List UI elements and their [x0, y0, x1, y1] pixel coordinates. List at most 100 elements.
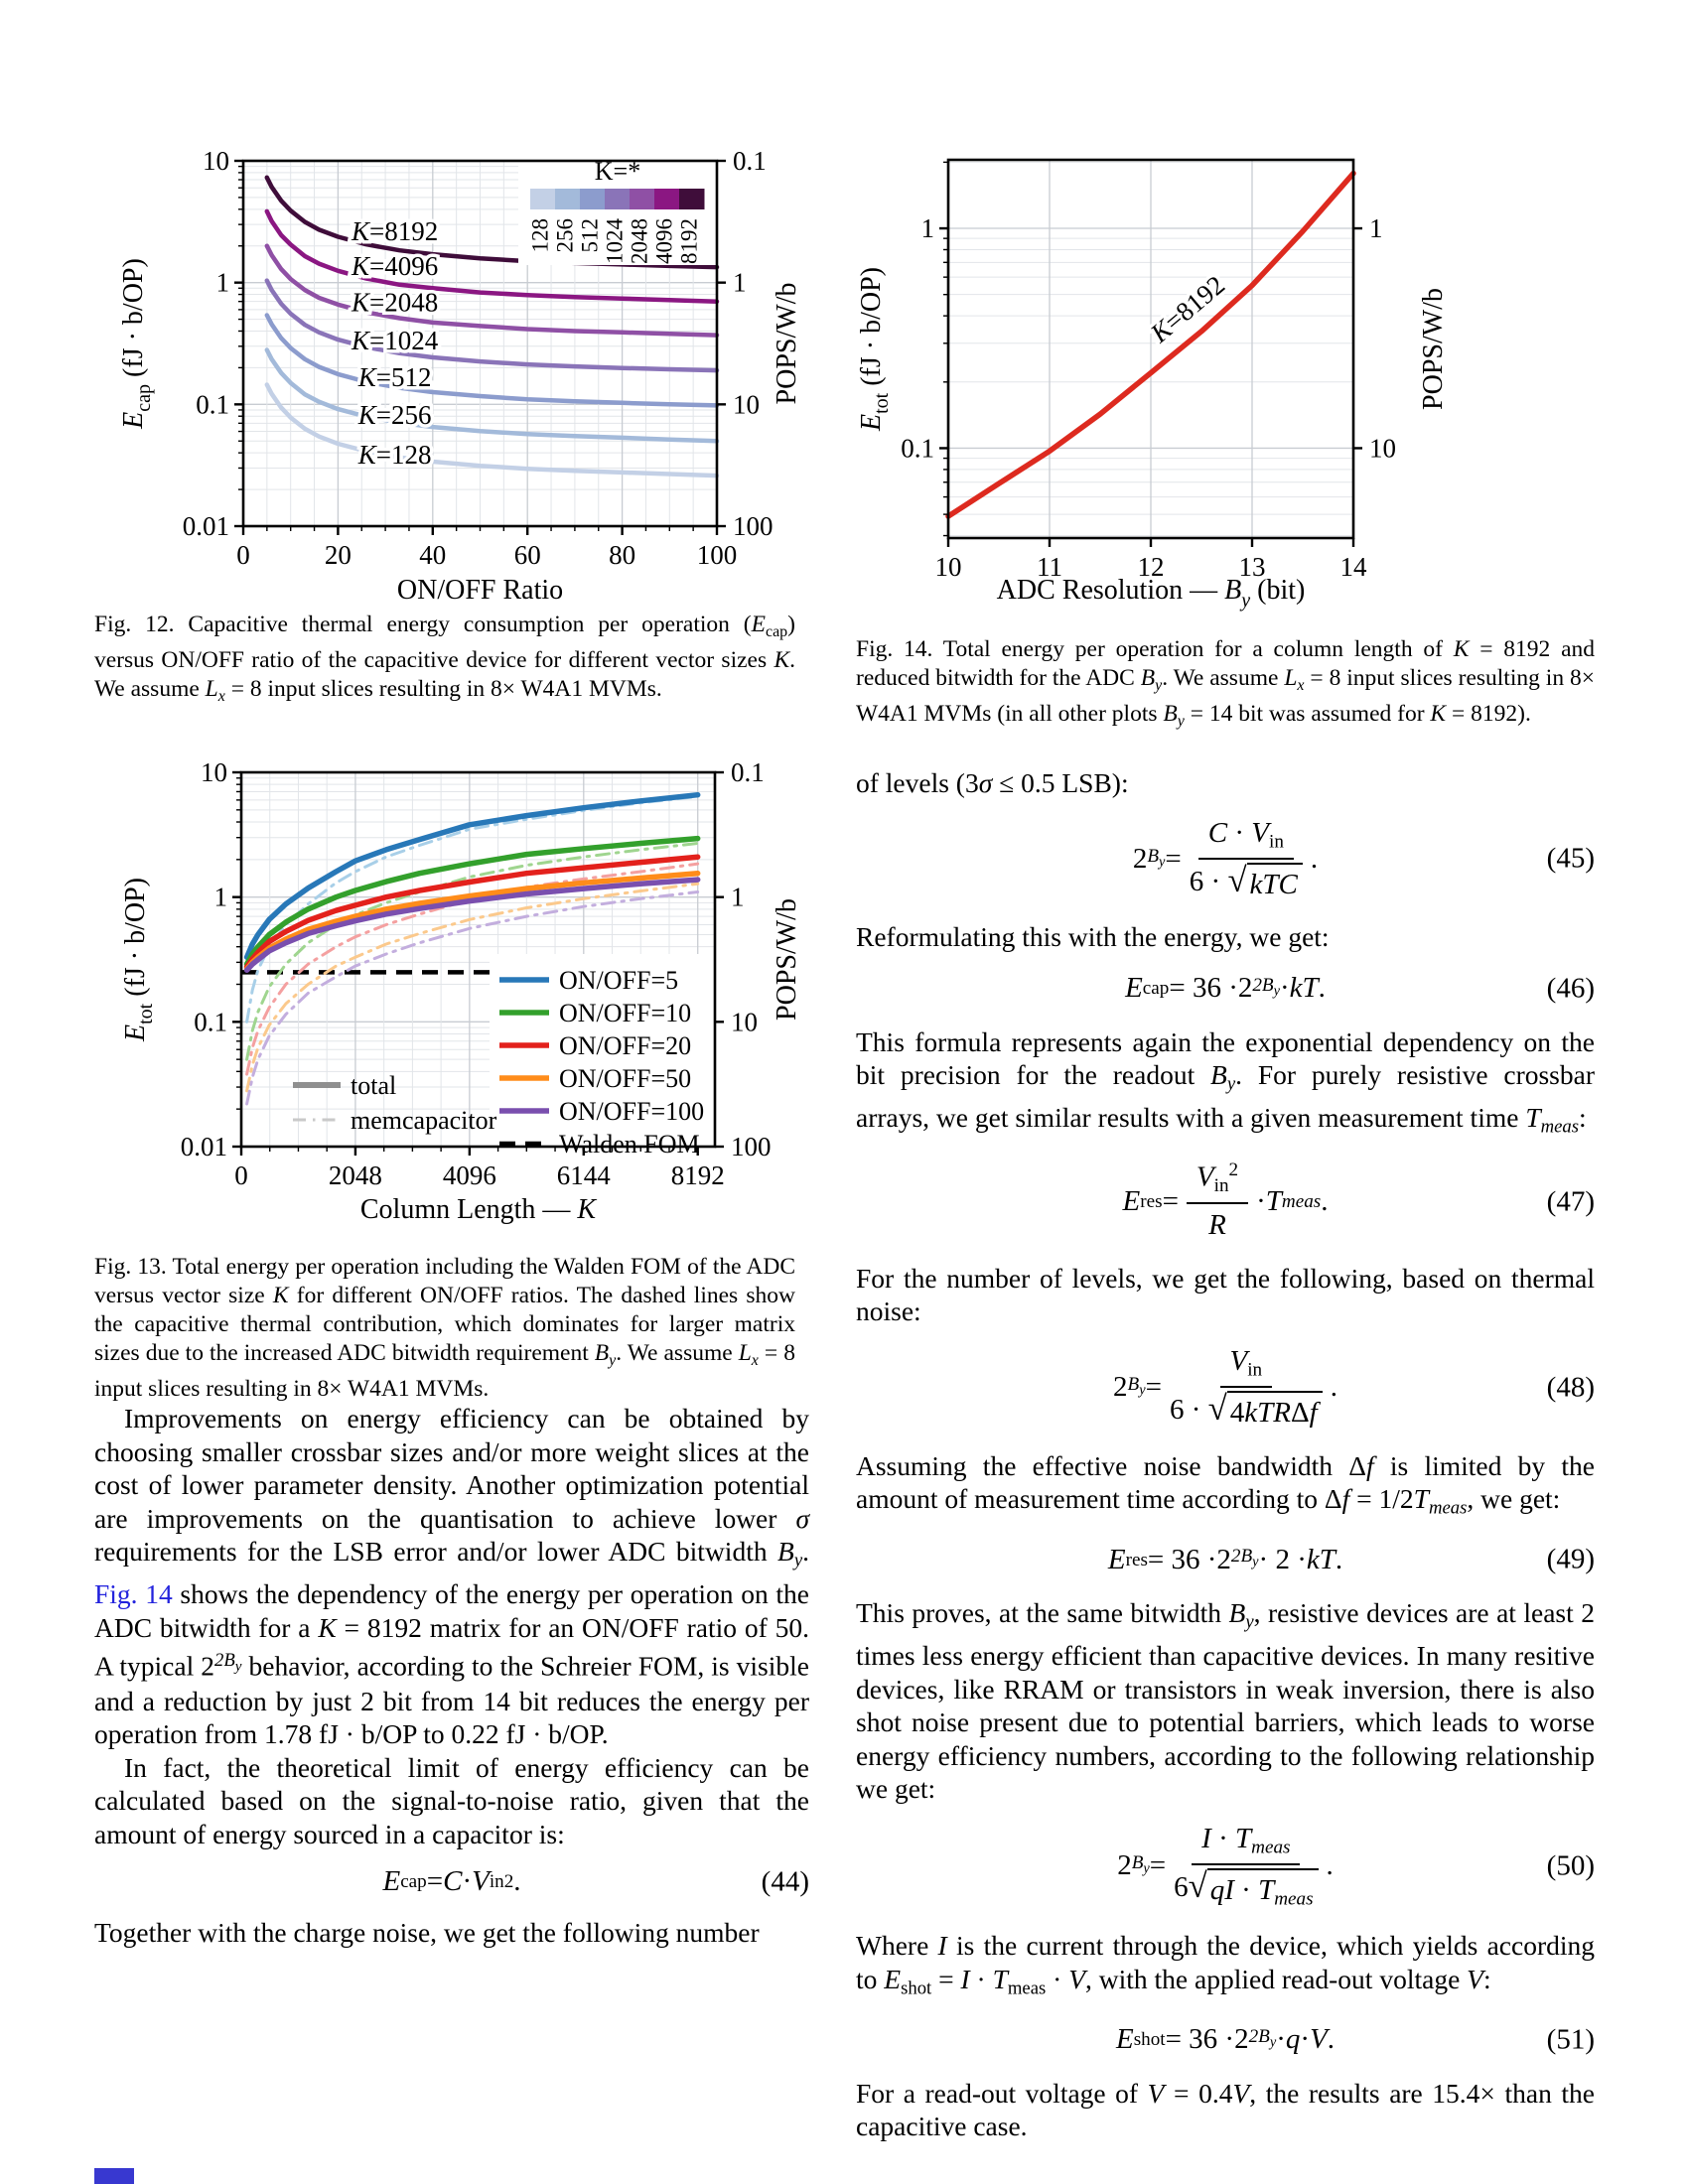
svg-text:4096: 4096: [652, 218, 677, 264]
svg-text:2048: 2048: [628, 218, 652, 264]
left-column: Improvements on energy efficiency can be…: [94, 1402, 809, 1949]
svg-text:0.1: 0.1: [731, 757, 765, 787]
svg-text:POPS/W/b: POPS/W/b: [772, 898, 802, 1021]
fig12-chart: K=*128 256 512 1024 2048 4096 8192K=8192K=4096…: [118, 146, 802, 606]
svg-text:10: 10: [201, 757, 227, 787]
svg-text:ON/OFF=5: ON/OFF=5: [559, 966, 678, 995]
right-column: of levels (3σ ≤ 0.5 LSB): 2 By = C · Vin …: [856, 766, 1595, 2143]
radical-sign: √: [1227, 860, 1247, 899]
equation-number: (46): [1546, 972, 1595, 1005]
equation-number: (45): [1546, 842, 1595, 875]
svg-text:total: total: [351, 1071, 396, 1100]
paragraph-readout-voltage: For a read-out voltage of V = 0.4V, the …: [856, 2077, 1595, 2142]
svg-text:0: 0: [236, 540, 250, 570]
svg-text:Etot (fJ · b/OP): Etot (fJ · b/OP): [120, 878, 157, 1042]
paragraph-for-number: For the number of levels, we get the fol…: [856, 1262, 1595, 1327]
svg-text:6144: 6144: [557, 1160, 612, 1190]
svg-text:POPS/W/b: POPS/W/b: [772, 283, 802, 405]
svg-text:1: 1: [733, 268, 747, 298]
svg-text:Etot (fJ · b/OP): Etot (fJ · b/OP): [856, 267, 893, 432]
svg-text:100: 100: [697, 540, 738, 570]
svg-text:Ecap (fJ · b/OP): Ecap (fJ · b/OP): [118, 258, 155, 430]
radical-sign: √: [1207, 1389, 1227, 1429]
svg-text:10: 10: [1369, 433, 1396, 463]
svg-text:14: 14: [1340, 552, 1368, 582]
paragraph-of-levels: of levels (3σ ≤ 0.5 LSB):: [856, 767, 1129, 798]
page-edge-link-mark: [94, 2168, 134, 2184]
svg-text:100: 100: [733, 511, 774, 541]
svg-text:POPS/W/b: POPS/W/b: [1418, 288, 1449, 410]
svg-text:memcapacitor: memcapacitor: [351, 1106, 497, 1135]
paragraph-this-formula: This formula represents again the expone…: [856, 1025, 1595, 1138]
svg-text:12: 12: [1138, 552, 1165, 582]
svg-text:512: 512: [578, 218, 603, 253]
equation-50: 2 By = I · Tmeas 6 √ qI · Tmeas . (50): [856, 1821, 1595, 1912]
svg-text:1: 1: [731, 883, 745, 912]
paragraph-where-current: Where I is the current through the devic…: [856, 1930, 1595, 1999]
svg-text:K=256: K=256: [357, 400, 432, 430]
paragraph-this-proves: This proves, at the same bitwidth By, re…: [856, 1597, 1595, 1805]
svg-text:K=1024: K=1024: [351, 326, 439, 355]
fig13-figure: ON/OFF=5 ON/OFF=10 ON/OFF=20 ON/OFF=50 ON/OF…: [84, 730, 824, 1286]
paragraph-reformulating: Reformulating this with the energy, we g…: [856, 921, 1330, 953]
svg-text:256: 256: [553, 218, 578, 253]
svg-text:1: 1: [921, 213, 935, 243]
svg-text:2048: 2048: [329, 1160, 382, 1190]
paragraph-assuming: Assuming the effective noise bandwidth Δ…: [856, 1449, 1595, 1519]
equation-48: 2 By = Vin 6 · √ 4kTRΔf . (48): [856, 1343, 1595, 1433]
svg-text:0.1: 0.1: [194, 1007, 227, 1036]
svg-text:80: 80: [609, 540, 635, 570]
svg-text:10: 10: [731, 1007, 758, 1036]
fig12-caption: Fig. 12. Capacitive thermal energy consu…: [94, 612, 795, 705]
svg-text:Column Length — K: Column Length — K: [360, 1194, 598, 1225]
svg-text:1: 1: [216, 268, 230, 298]
svg-text:128: 128: [528, 218, 553, 253]
fig14-figure: K=8192 10 11 12 13 14 0.1 1 1 10 ADC Resolution — …: [854, 94, 1509, 650]
svg-text:11: 11: [1037, 552, 1062, 582]
svg-text:1024: 1024: [603, 218, 628, 265]
svg-text:K=8192: K=8192: [1144, 270, 1230, 349]
svg-text:ON/OFF=10: ON/OFF=10: [559, 999, 691, 1027]
svg-text:K=128: K=128: [357, 440, 432, 470]
fig13-chart: ON/OFF=5 ON/OFF=10 ON/OFF=20 ON/OFF=50 ON/OF…: [120, 757, 802, 1225]
svg-text:ON/OFF Ratio: ON/OFF Ratio: [397, 575, 563, 606]
svg-text:4096: 4096: [443, 1160, 496, 1190]
svg-text:Walden FOM: Walden FOM: [559, 1130, 700, 1159]
svg-text:13: 13: [1239, 552, 1266, 582]
svg-text:0.1: 0.1: [901, 433, 934, 463]
fig14-caption: Fig. 14. Total energy per operation for …: [856, 636, 1595, 730]
svg-text:100: 100: [731, 1132, 772, 1161]
svg-text:K=512: K=512: [357, 362, 432, 392]
svg-text:20: 20: [325, 540, 352, 570]
svg-text:ON/OFF=100: ON/OFF=100: [559, 1097, 704, 1126]
paragraph-improvements: Improvements on energy efficiency can be…: [94, 1403, 809, 1750]
svg-text:0: 0: [234, 1160, 248, 1190]
svg-text:10: 10: [203, 146, 229, 176]
fig12-figure: K=* 128 256 512 1024 2048 4096 8192 K=8192 K=4096…: [84, 94, 824, 615]
equation-number: (48): [1546, 1371, 1595, 1404]
fig14-reference-link[interactable]: Fig. 14: [94, 1578, 173, 1610]
equation-number: (51): [1546, 2022, 1595, 2055]
svg-text:0.01: 0.01: [183, 511, 229, 541]
equation-number: (44): [761, 1865, 809, 1898]
svg-text:K=2048: K=2048: [351, 288, 438, 318]
svg-text:1: 1: [214, 883, 228, 912]
svg-text:0.1: 0.1: [196, 389, 229, 419]
svg-text:K=8192: K=8192: [351, 216, 438, 246]
svg-text:10: 10: [935, 552, 962, 582]
svg-text:8192: 8192: [677, 218, 702, 264]
equation-number: (47): [1546, 1184, 1595, 1217]
svg-text:0.1: 0.1: [733, 146, 767, 176]
svg-text:10: 10: [733, 389, 760, 419]
svg-text:K=4096: K=4096: [351, 251, 438, 281]
radical-sign: √: [1188, 1865, 1207, 1905]
svg-text:ADC Resolution — By (bit): ADC Resolution — By (bit): [997, 575, 1306, 612]
equation-number: (49): [1546, 1543, 1595, 1575]
svg-text:60: 60: [514, 540, 541, 570]
